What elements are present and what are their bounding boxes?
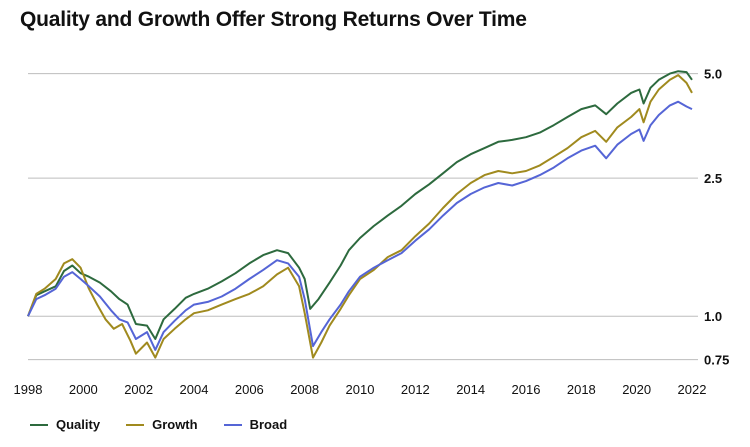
- x-tick-label-2016: 2016: [512, 382, 541, 397]
- x-tick-label-2006: 2006: [235, 382, 264, 397]
- y-tick-label-5-0: 5.0: [704, 67, 722, 82]
- chart-title: Quality and Growth Offer Strong Returns …: [20, 8, 527, 31]
- x-tick-label-2018: 2018: [567, 382, 596, 397]
- x-tick-label-2002: 2002: [124, 382, 153, 397]
- x-tick-label-2012: 2012: [401, 382, 430, 397]
- legend-label-broad: Broad: [249, 417, 288, 432]
- x-tick-label-2008: 2008: [290, 382, 319, 397]
- chart-legend: Quality Growth Broad: [30, 417, 313, 432]
- line-chart: 0.75 1.0 2.5 5.0 1998 2000 2002 2004 2006 2008 20…: [14, 67, 730, 397]
- x-tick-label-2014: 2014: [456, 382, 485, 397]
- legend-label-quality: Quality: [56, 417, 101, 432]
- legend-swatch-broad: [223, 423, 242, 426]
- series-line-growth: [27, 74, 693, 359]
- x-tick-label-2020: 2020: [622, 382, 651, 397]
- legend-item-broad: Broad: [223, 417, 288, 432]
- legend-label-growth: Growth: [152, 417, 198, 432]
- y-tick-label-1-0: 1.0: [704, 309, 722, 324]
- x-tick-label-1998: 1998: [14, 382, 43, 397]
- series-line-quality: [27, 70, 693, 340]
- legend-swatch-quality: [30, 423, 48, 426]
- y-tick-label-2-5: 2.5: [704, 171, 722, 186]
- legend-swatch-growth: [126, 423, 145, 426]
- x-axis-tick-labels: 1998 2000 2002 2004 2006 2008 2010 2012 2014 2016…: [14, 382, 707, 397]
- series-lines: [27, 70, 693, 359]
- legend-item-quality: Quality: [30, 417, 100, 432]
- grid-lines: [28, 73, 698, 361]
- legend-item-growth: Growth: [126, 417, 198, 432]
- y-tick-label-0-75: 0.75: [704, 353, 729, 368]
- series-line-broad: [27, 100, 693, 351]
- x-tick-label-2022: 2022: [678, 382, 707, 397]
- y-axis-tick-labels: 0.75 1.0 2.5 5.0: [704, 67, 729, 368]
- x-tick-label-2000: 2000: [69, 382, 98, 397]
- x-tick-label-2010: 2010: [346, 382, 375, 397]
- x-tick-label-2004: 2004: [180, 382, 209, 397]
